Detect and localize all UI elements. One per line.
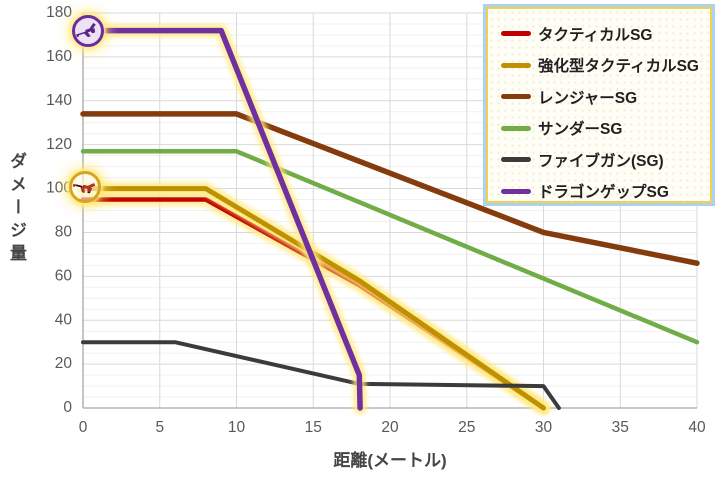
x-tick-label: 5 [155,419,164,436]
legend-item-5[interactable]: ドラゴンゲップSG [488,176,710,208]
x-tick-label: 0 [79,419,88,436]
legend-item-0[interactable]: タクティカルSG [488,18,710,50]
tactical-shotgun-icon [69,171,101,203]
legend-item-label: 強化型タクティカルSG [538,58,699,76]
x-tick-label: 10 [228,419,246,436]
y-tick-label: 80 [55,224,73,241]
legend-swatch-icon [501,188,531,194]
x-tick-label: 20 [381,419,399,436]
legend-item-2[interactable]: レンジャーSG [488,81,710,113]
legend[interactable]: タクティカルSG 強化型タクティカルSG レンジャーSG サンダーSG ファイブガン(S… [486,7,712,203]
legend-item-label: レンジャーSG [538,89,638,107]
x-axis-title: 距離(メートル) [333,451,447,470]
legend-swatch-icon [501,94,531,100]
legend-swatch-icon [501,157,531,163]
y-tick-label: 180 [46,4,72,21]
x-tick-label: 15 [305,419,322,436]
legend-item-label: ファイブガン(SG) [538,152,664,170]
dragon-shotgun-icon [72,15,104,47]
legend-item-label: タクティカルSG [538,26,653,44]
y-tick-label: 40 [55,311,73,328]
legend-swatch-icon [501,125,531,131]
legend-swatch-icon [501,31,531,37]
legend-item-3[interactable]: サンダーSG [488,113,710,145]
y-tick-label: 20 [55,355,73,372]
legend-item-label: サンダーSG [538,121,623,139]
x-tick-label: 30 [535,419,553,436]
y-tick-label: 140 [46,92,72,109]
series-line-5 [80,27,363,411]
x-tick-label: 25 [458,419,475,436]
y-tick-label: 60 [55,267,73,284]
shotgun-glyph [72,182,96,193]
shotgun-glyph [76,22,96,37]
legend-item-1[interactable]: 強化型タクティカルSG [488,50,710,82]
x-tick-label: 40 [688,419,706,436]
y-tick-label: 160 [46,48,72,65]
y-tick-label: 100 [46,180,72,197]
legend-item-4[interactable]: ファイブガン(SG) [488,144,710,176]
x-tick-label: 35 [612,419,629,436]
y-axis-title: ダメージ量 [7,152,26,267]
y-tick-label: 120 [46,136,72,153]
series-line-1 [80,186,546,411]
series-line-3 [80,149,700,345]
legend-item-label: ドラゴンゲップSG [538,184,669,202]
legend-swatch-icon [501,62,531,68]
y-tick-label: 0 [63,399,72,416]
series-line-2 [80,111,700,266]
